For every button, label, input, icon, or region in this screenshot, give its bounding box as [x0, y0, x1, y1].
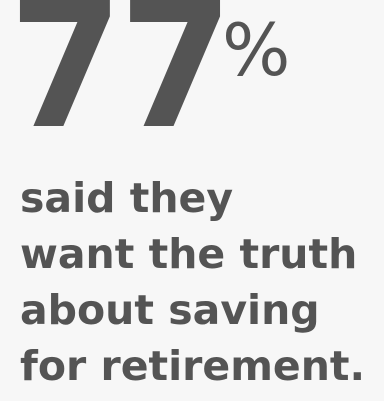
caption-line-4: for retirement. — [20, 342, 366, 390]
caption-line-2: want the truth — [20, 230, 358, 278]
percent-sign: % — [222, 8, 291, 92]
caption-line-1: said they — [20, 174, 234, 222]
caption-line-3: about saving — [20, 286, 320, 334]
headline-number: 77 — [9, 0, 246, 154]
caption: said they want the truth about saving fo… — [20, 170, 384, 394]
headline-value: 77 — [9, 0, 233, 168]
